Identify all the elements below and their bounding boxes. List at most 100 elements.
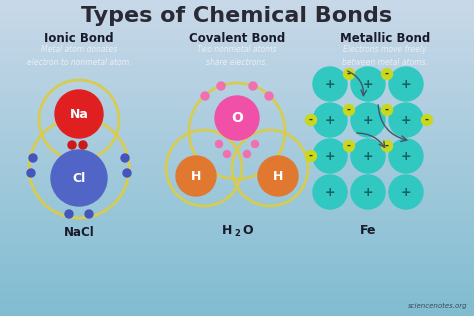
Circle shape [382, 69, 392, 80]
Bar [0, 311, 474, 313]
Text: O: O [231, 111, 243, 125]
Circle shape [51, 150, 107, 206]
Bar [0, 132, 474, 134]
Bar [0, 276, 474, 279]
Bar [0, 116, 474, 118]
Circle shape [27, 169, 35, 177]
Bar [0, 290, 474, 292]
Circle shape [244, 150, 250, 157]
Circle shape [344, 69, 355, 80]
Bar [0, 134, 474, 137]
Bar [0, 171, 474, 174]
Bar [0, 92, 474, 95]
Bar [0, 303, 474, 306]
Circle shape [313, 103, 347, 137]
Bar [0, 137, 474, 140]
Circle shape [306, 114, 317, 125]
Text: O: O [242, 223, 253, 236]
Bar [0, 58, 474, 61]
Text: Metallic Bond: Metallic Bond [340, 32, 430, 45]
Circle shape [224, 150, 230, 157]
Bar [0, 79, 474, 82]
Bar [0, 266, 474, 269]
Text: H: H [222, 223, 232, 236]
Bar [0, 227, 474, 229]
Text: -: - [309, 151, 313, 161]
Bar [0, 245, 474, 247]
Bar [0, 105, 474, 108]
Bar [0, 200, 474, 203]
Bar [0, 0, 474, 3]
Text: +: + [363, 149, 374, 162]
Bar [0, 155, 474, 158]
Bar [0, 184, 474, 187]
Circle shape [252, 141, 258, 148]
Bar [0, 148, 474, 150]
Bar [0, 269, 474, 271]
Bar [0, 76, 474, 79]
Bar [0, 42, 474, 45]
Text: Two nonmetal atoms
share electrons.: Two nonmetal atoms share electrons. [197, 45, 277, 67]
Text: NaCl: NaCl [64, 227, 94, 240]
Circle shape [351, 67, 385, 101]
Bar [0, 190, 474, 192]
Bar [0, 242, 474, 245]
Bar [0, 10, 474, 13]
Circle shape [65, 210, 73, 218]
Bar [0, 8, 474, 10]
Bar [0, 205, 474, 208]
Bar [0, 192, 474, 195]
Bar [0, 84, 474, 87]
Circle shape [389, 175, 423, 209]
Bar [0, 40, 474, 42]
Circle shape [85, 210, 93, 218]
Circle shape [249, 82, 257, 90]
Bar [0, 298, 474, 300]
Bar [0, 308, 474, 311]
Text: Electrons move freely
between metal atoms.: Electrons move freely between metal atom… [342, 45, 428, 67]
Bar [0, 89, 474, 92]
Circle shape [313, 139, 347, 173]
Circle shape [258, 156, 298, 196]
Circle shape [382, 141, 392, 151]
Bar [0, 26, 474, 29]
Bar [0, 232, 474, 234]
Circle shape [68, 141, 76, 149]
Circle shape [216, 141, 222, 148]
Bar [0, 255, 474, 258]
Text: +: + [325, 149, 335, 162]
Text: +: + [325, 185, 335, 198]
Bar [0, 111, 474, 113]
Bar [0, 145, 474, 148]
Bar [0, 95, 474, 97]
Circle shape [123, 169, 131, 177]
Bar [0, 32, 474, 34]
Circle shape [55, 90, 103, 138]
Bar [0, 182, 474, 184]
Circle shape [217, 82, 225, 90]
Bar [0, 21, 474, 24]
Bar [0, 166, 474, 168]
Text: +: + [325, 77, 335, 90]
Bar [0, 174, 474, 176]
Bar [0, 47, 474, 50]
Bar [0, 121, 474, 124]
Text: +: + [363, 77, 374, 90]
Bar [0, 74, 474, 76]
Text: +: + [401, 149, 411, 162]
Bar [0, 161, 474, 163]
Text: 2: 2 [234, 228, 240, 238]
Circle shape [351, 139, 385, 173]
Bar [0, 179, 474, 182]
Text: Ionic Bond: Ionic Bond [44, 32, 114, 45]
Text: -: - [425, 115, 429, 125]
Circle shape [351, 103, 385, 137]
Bar [0, 53, 474, 55]
Bar [0, 24, 474, 26]
Bar [0, 16, 474, 18]
Bar [0, 240, 474, 242]
Bar [0, 306, 474, 308]
Bar [0, 195, 474, 198]
Text: Fe: Fe [360, 223, 376, 236]
Bar [0, 82, 474, 84]
